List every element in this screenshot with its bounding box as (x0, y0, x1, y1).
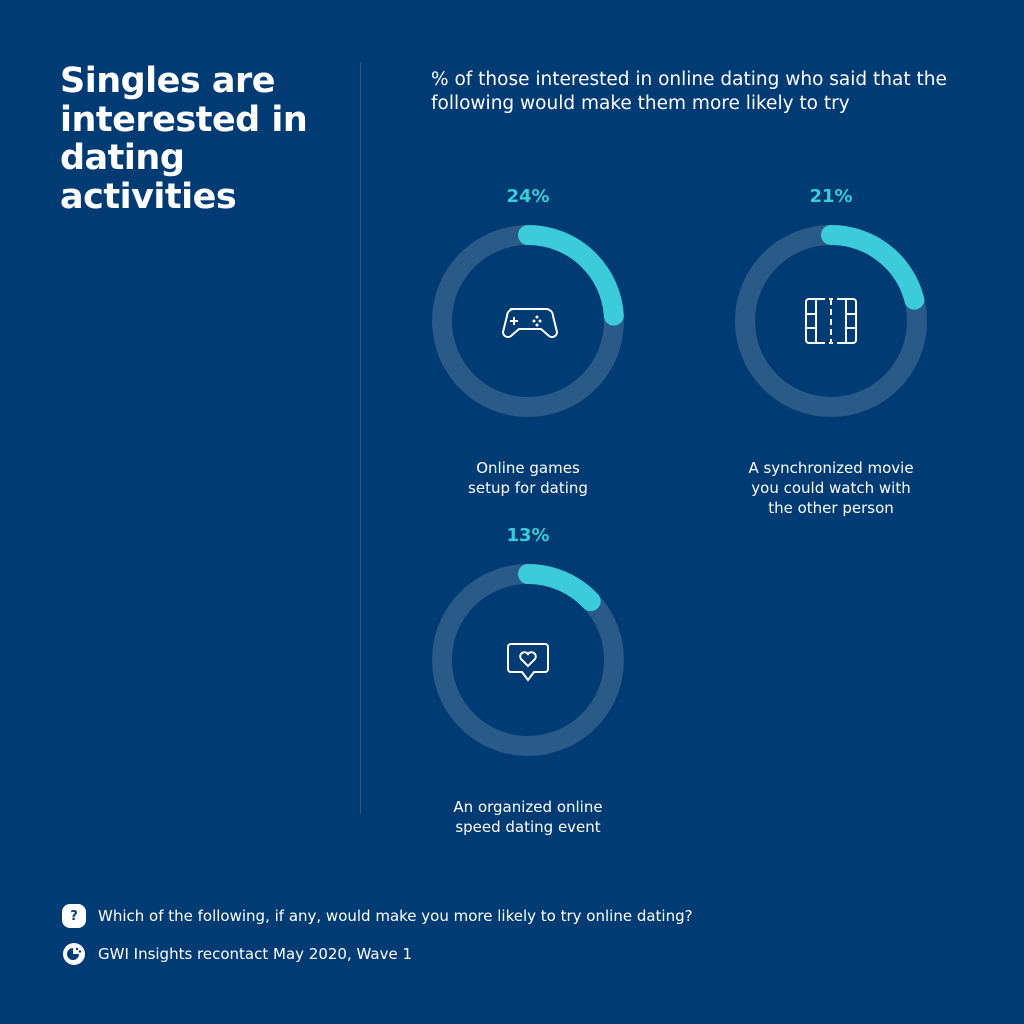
category-label: A synchronized movie you could watch wit… (748, 459, 914, 517)
chart-item-2: 13% An organized online speed dating eve… (408, 525, 648, 838)
value-label: 24% (506, 186, 550, 207)
chart-subtitle: % of those interested in online dating w… (431, 69, 947, 115)
value-label: 21% (809, 186, 853, 207)
source-text: GWI Insights recontact May 2020, Wave 1 (98, 945, 412, 963)
category-label: Online games setup for dating (468, 459, 588, 497)
value-arc (735, 225, 927, 417)
value-arc (432, 564, 624, 756)
footer-question: ? Which of the following, if any, would … (62, 904, 693, 928)
value-arc (432, 225, 624, 417)
chart-item-0: 24% Online games setup for dating (408, 186, 648, 499)
donut-ring (735, 225, 927, 417)
divider (360, 62, 361, 814)
donut-ring (432, 225, 624, 417)
question-text: Which of the following, if any, would ma… (98, 907, 693, 925)
value-label: 13% (506, 525, 550, 546)
page-title: Singles are interested in dating activit… (60, 61, 308, 217)
category-label: An organized online speed dating event (453, 798, 603, 836)
gwi-logo-icon (63, 943, 85, 965)
chart-item-1: 21% A synchronized movie you could watch… (711, 186, 951, 519)
heart-chat-icon (507, 643, 549, 682)
movie-film-icon (805, 297, 857, 345)
gamepad-icon (501, 308, 559, 338)
donut-ring (432, 564, 624, 756)
question-icon: ? (62, 904, 86, 928)
footer-source: GWI Insights recontact May 2020, Wave 1 (62, 942, 412, 966)
